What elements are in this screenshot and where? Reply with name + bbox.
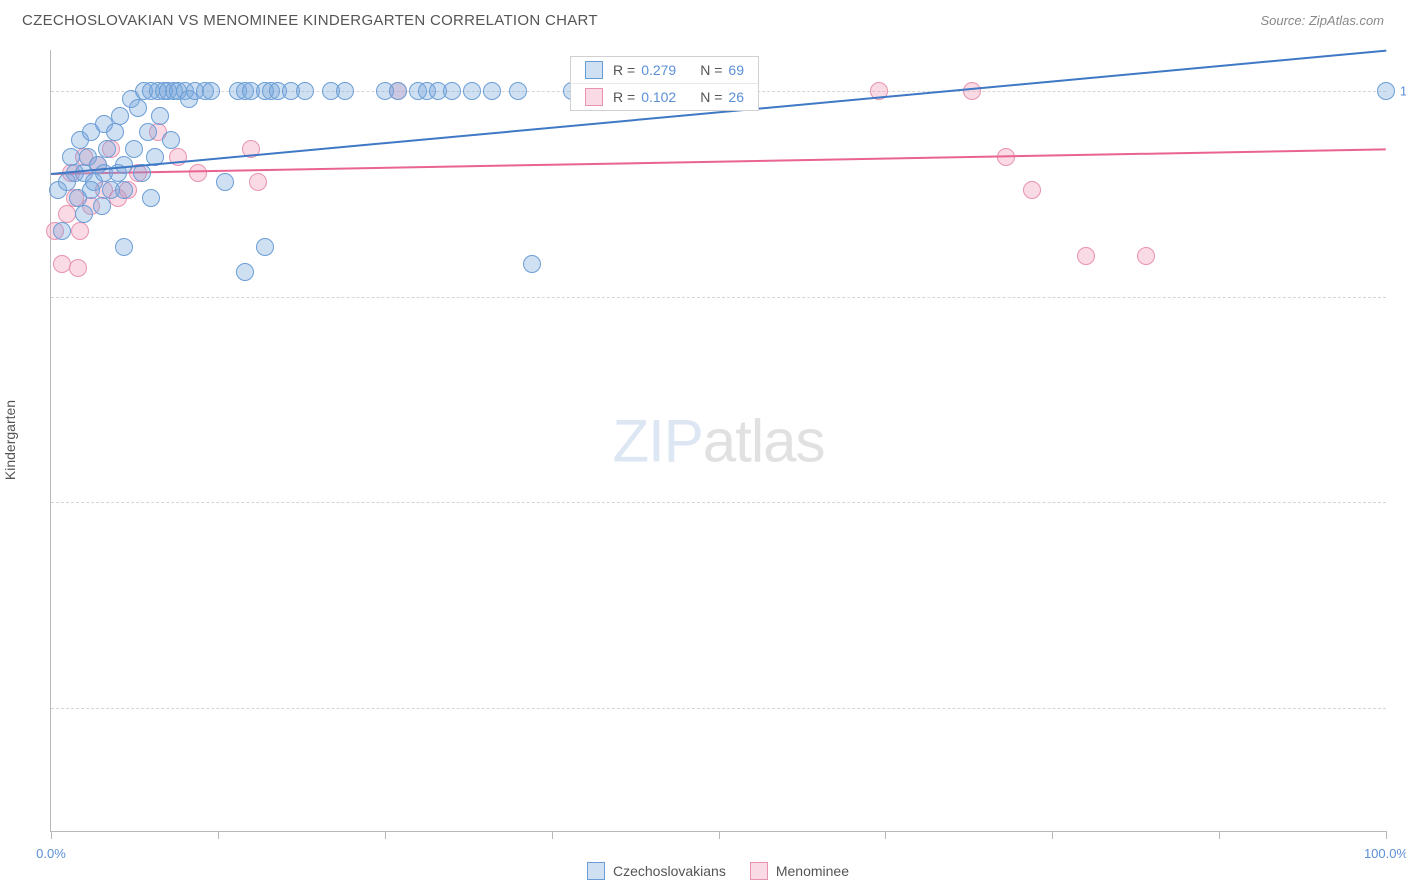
x-tick-label: 0.0% [36, 846, 66, 861]
y-tick-label: 95.0% [1392, 495, 1406, 510]
n-value-menominee: 26 [728, 89, 744, 105]
swatch-menominee [585, 88, 603, 106]
data-point-czech [115, 238, 133, 256]
data-point-menominee [58, 205, 76, 223]
r-value-menominee: 0.102 [641, 89, 676, 105]
n-label: N = [700, 62, 722, 78]
x-tick [1219, 831, 1220, 839]
data-point-czech [1377, 82, 1395, 100]
r-label: R = [613, 89, 635, 105]
x-tick [385, 831, 386, 839]
data-point-czech [62, 148, 80, 166]
gridline [51, 297, 1386, 298]
data-point-czech [75, 205, 93, 223]
gridline [51, 708, 1386, 709]
plot-region: ZIPatlas 100.0%97.5%95.0%92.5%0.0%100.0% [50, 50, 1386, 832]
stats-legend: R = 0.279 N = 69 R = 0.102 N = 26 [570, 56, 759, 111]
y-tick-label: 97.5% [1392, 289, 1406, 304]
data-point-czech [142, 189, 160, 207]
x-tick [218, 831, 219, 839]
watermark-atlas: atlas [703, 407, 825, 474]
legend-item-menominee: Menominee [750, 862, 849, 880]
r-label: R = [613, 62, 635, 78]
data-point-czech [216, 173, 234, 191]
data-point-czech [509, 82, 527, 100]
x-tick [1052, 831, 1053, 839]
watermark: ZIPatlas [612, 406, 824, 475]
data-point-czech [296, 82, 314, 100]
x-tick [51, 831, 52, 839]
n-label: N = [700, 89, 722, 105]
legend-label-menominee: Menominee [776, 863, 849, 879]
legend-row-czech: R = 0.279 N = 69 [571, 57, 758, 84]
data-point-czech [53, 222, 71, 240]
data-point-menominee [1077, 247, 1095, 265]
data-point-menominee [1023, 181, 1041, 199]
source-label: Source: ZipAtlas.com [1260, 13, 1384, 28]
data-point-menominee [69, 259, 87, 277]
data-point-czech [389, 82, 407, 100]
data-point-czech [443, 82, 461, 100]
watermark-zip: ZIP [612, 407, 702, 474]
x-tick [1386, 831, 1387, 839]
chart-title: CZECHOSLOVAKIAN VS MENOMINEE KINDERGARTE… [22, 12, 598, 29]
x-tick-label: 100.0% [1364, 846, 1406, 861]
data-point-czech [336, 82, 354, 100]
data-point-menominee [963, 82, 981, 100]
data-point-menominee [189, 164, 207, 182]
gridline [51, 502, 1386, 503]
y-axis-label: Kindergarten [2, 400, 18, 480]
y-tick-label: 92.5% [1392, 700, 1406, 715]
data-point-menominee [249, 173, 267, 191]
chart-area: ZIPatlas 100.0%97.5%95.0%92.5%0.0%100.0%… [50, 50, 1386, 832]
data-point-czech [463, 82, 481, 100]
r-value-czech: 0.279 [641, 62, 676, 78]
data-point-czech [129, 99, 147, 117]
swatch-czech [585, 61, 603, 79]
data-point-czech [115, 181, 133, 199]
legend-item-czech: Czechoslovakians [587, 862, 726, 880]
data-point-czech [139, 123, 157, 141]
data-point-czech [162, 131, 180, 149]
legend-row-menominee: R = 0.102 N = 26 [571, 84, 758, 110]
data-point-czech [106, 123, 124, 141]
data-point-czech [523, 255, 541, 273]
data-point-czech [98, 140, 116, 158]
x-tick [719, 831, 720, 839]
data-point-czech [93, 197, 111, 215]
legend-label-czech: Czechoslovakians [613, 863, 726, 879]
data-point-menominee [71, 222, 89, 240]
x-tick [552, 831, 553, 839]
data-point-czech [256, 238, 274, 256]
data-point-czech [202, 82, 220, 100]
data-point-czech [111, 107, 129, 125]
data-point-czech [236, 263, 254, 281]
data-point-czech [125, 140, 143, 158]
swatch-czech-icon [587, 862, 605, 880]
x-tick [885, 831, 886, 839]
swatch-menominee-icon [750, 862, 768, 880]
data-point-menominee [1137, 247, 1155, 265]
data-point-czech [483, 82, 501, 100]
data-point-czech [151, 107, 169, 125]
n-value-czech: 69 [728, 62, 744, 78]
series-legend: Czechoslovakians Menominee [50, 862, 1386, 880]
